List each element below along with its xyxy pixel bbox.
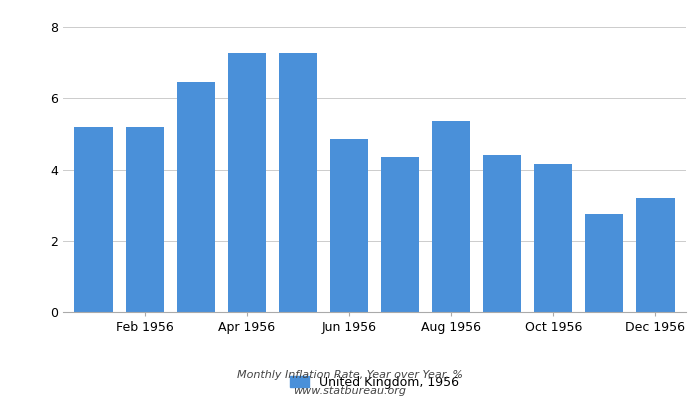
Bar: [534, 164, 573, 312]
Bar: [381, 157, 419, 312]
Legend: United Kingdom, 1956: United Kingdom, 1956: [285, 371, 464, 394]
Bar: [176, 82, 215, 312]
Text: Monthly Inflation Rate, Year over Year, %: Monthly Inflation Rate, Year over Year, …: [237, 370, 463, 380]
Bar: [279, 53, 317, 312]
Bar: [483, 155, 522, 312]
Bar: [432, 122, 470, 312]
Bar: [330, 139, 368, 312]
Bar: [125, 127, 164, 312]
Bar: [74, 127, 113, 312]
Bar: [585, 214, 624, 312]
Text: www.statbureau.org: www.statbureau.org: [293, 386, 407, 396]
Bar: [228, 53, 266, 312]
Bar: [636, 198, 675, 312]
